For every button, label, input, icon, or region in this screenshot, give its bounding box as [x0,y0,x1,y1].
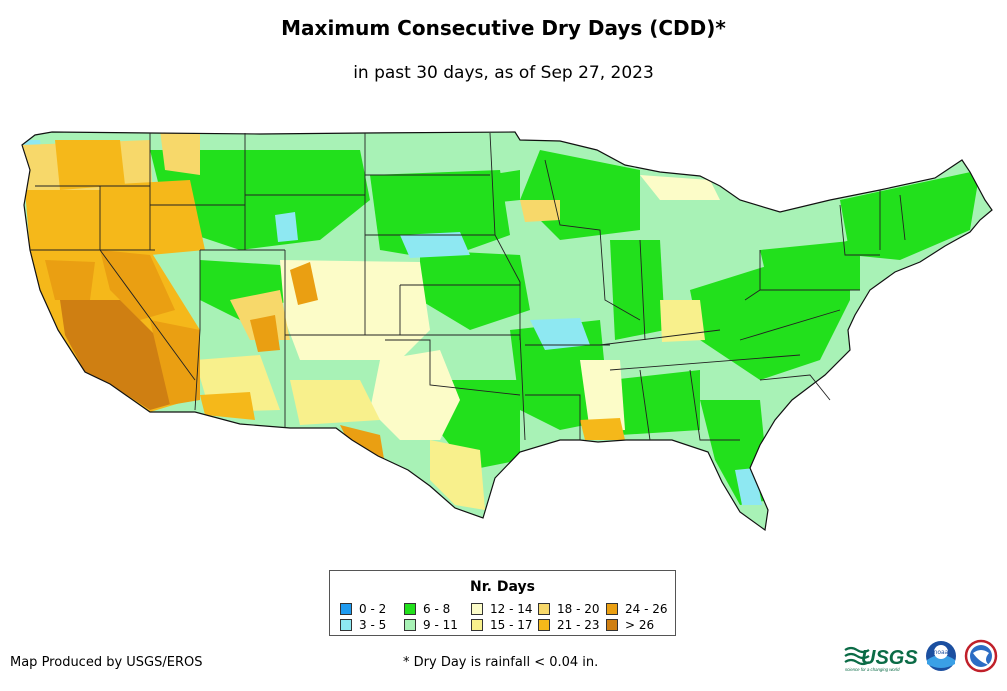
map-credit: Map Produced by USGS/EROS [10,655,203,670]
legend: Nr. Days 0 - 2 3 - 5 6 - 8 9 - 11 12 - 1… [329,570,676,636]
legend-swatch [340,602,352,615]
legend-swatch [471,602,483,615]
legend-swatch [606,618,618,631]
legend-item: 15 - 17 [471,618,533,632]
legend-swatch [471,618,483,631]
legend-item: 9 - 11 [404,618,458,632]
legend-item: 0 - 2 [340,602,386,616]
svg-text:USGS: USGS [861,647,918,669]
dry-day-footnote: * Dry Day is rainfall < 0.04 in. [403,655,599,670]
agency-logos: USGS science for a changing world noaa [844,639,998,673]
legend-swatch [340,618,352,631]
legend-swatch [404,602,416,615]
svg-text:noaa: noaa [934,649,949,656]
legend-item: > 26 [606,618,654,632]
legend-swatch [404,618,416,631]
legend-item: 18 - 20 [538,602,600,616]
legend-swatch [606,602,618,615]
legend-item: 21 - 23 [538,618,600,632]
noaa-logo: noaa [926,641,956,671]
legend-swatch [538,618,550,631]
map-subtitle: in past 30 days, as of Sep 27, 2023 [353,63,654,83]
legend-title: Nr. Days [470,579,535,595]
usgs-logo: USGS science for a changing world [844,646,918,672]
legend-item: 6 - 8 [404,602,450,616]
legend-item: 3 - 5 [340,618,386,632]
map-title: Maximum Consecutive Dry Days (CDD)* [281,16,726,40]
us-dry-days-map [21,131,993,532]
legend-swatch [538,602,550,615]
nws-logo [964,639,998,673]
legend-item: 24 - 26 [606,602,668,616]
legend-item: 12 - 14 [471,602,533,616]
svg-text:science for a changing world: science for a changing world [845,667,900,672]
